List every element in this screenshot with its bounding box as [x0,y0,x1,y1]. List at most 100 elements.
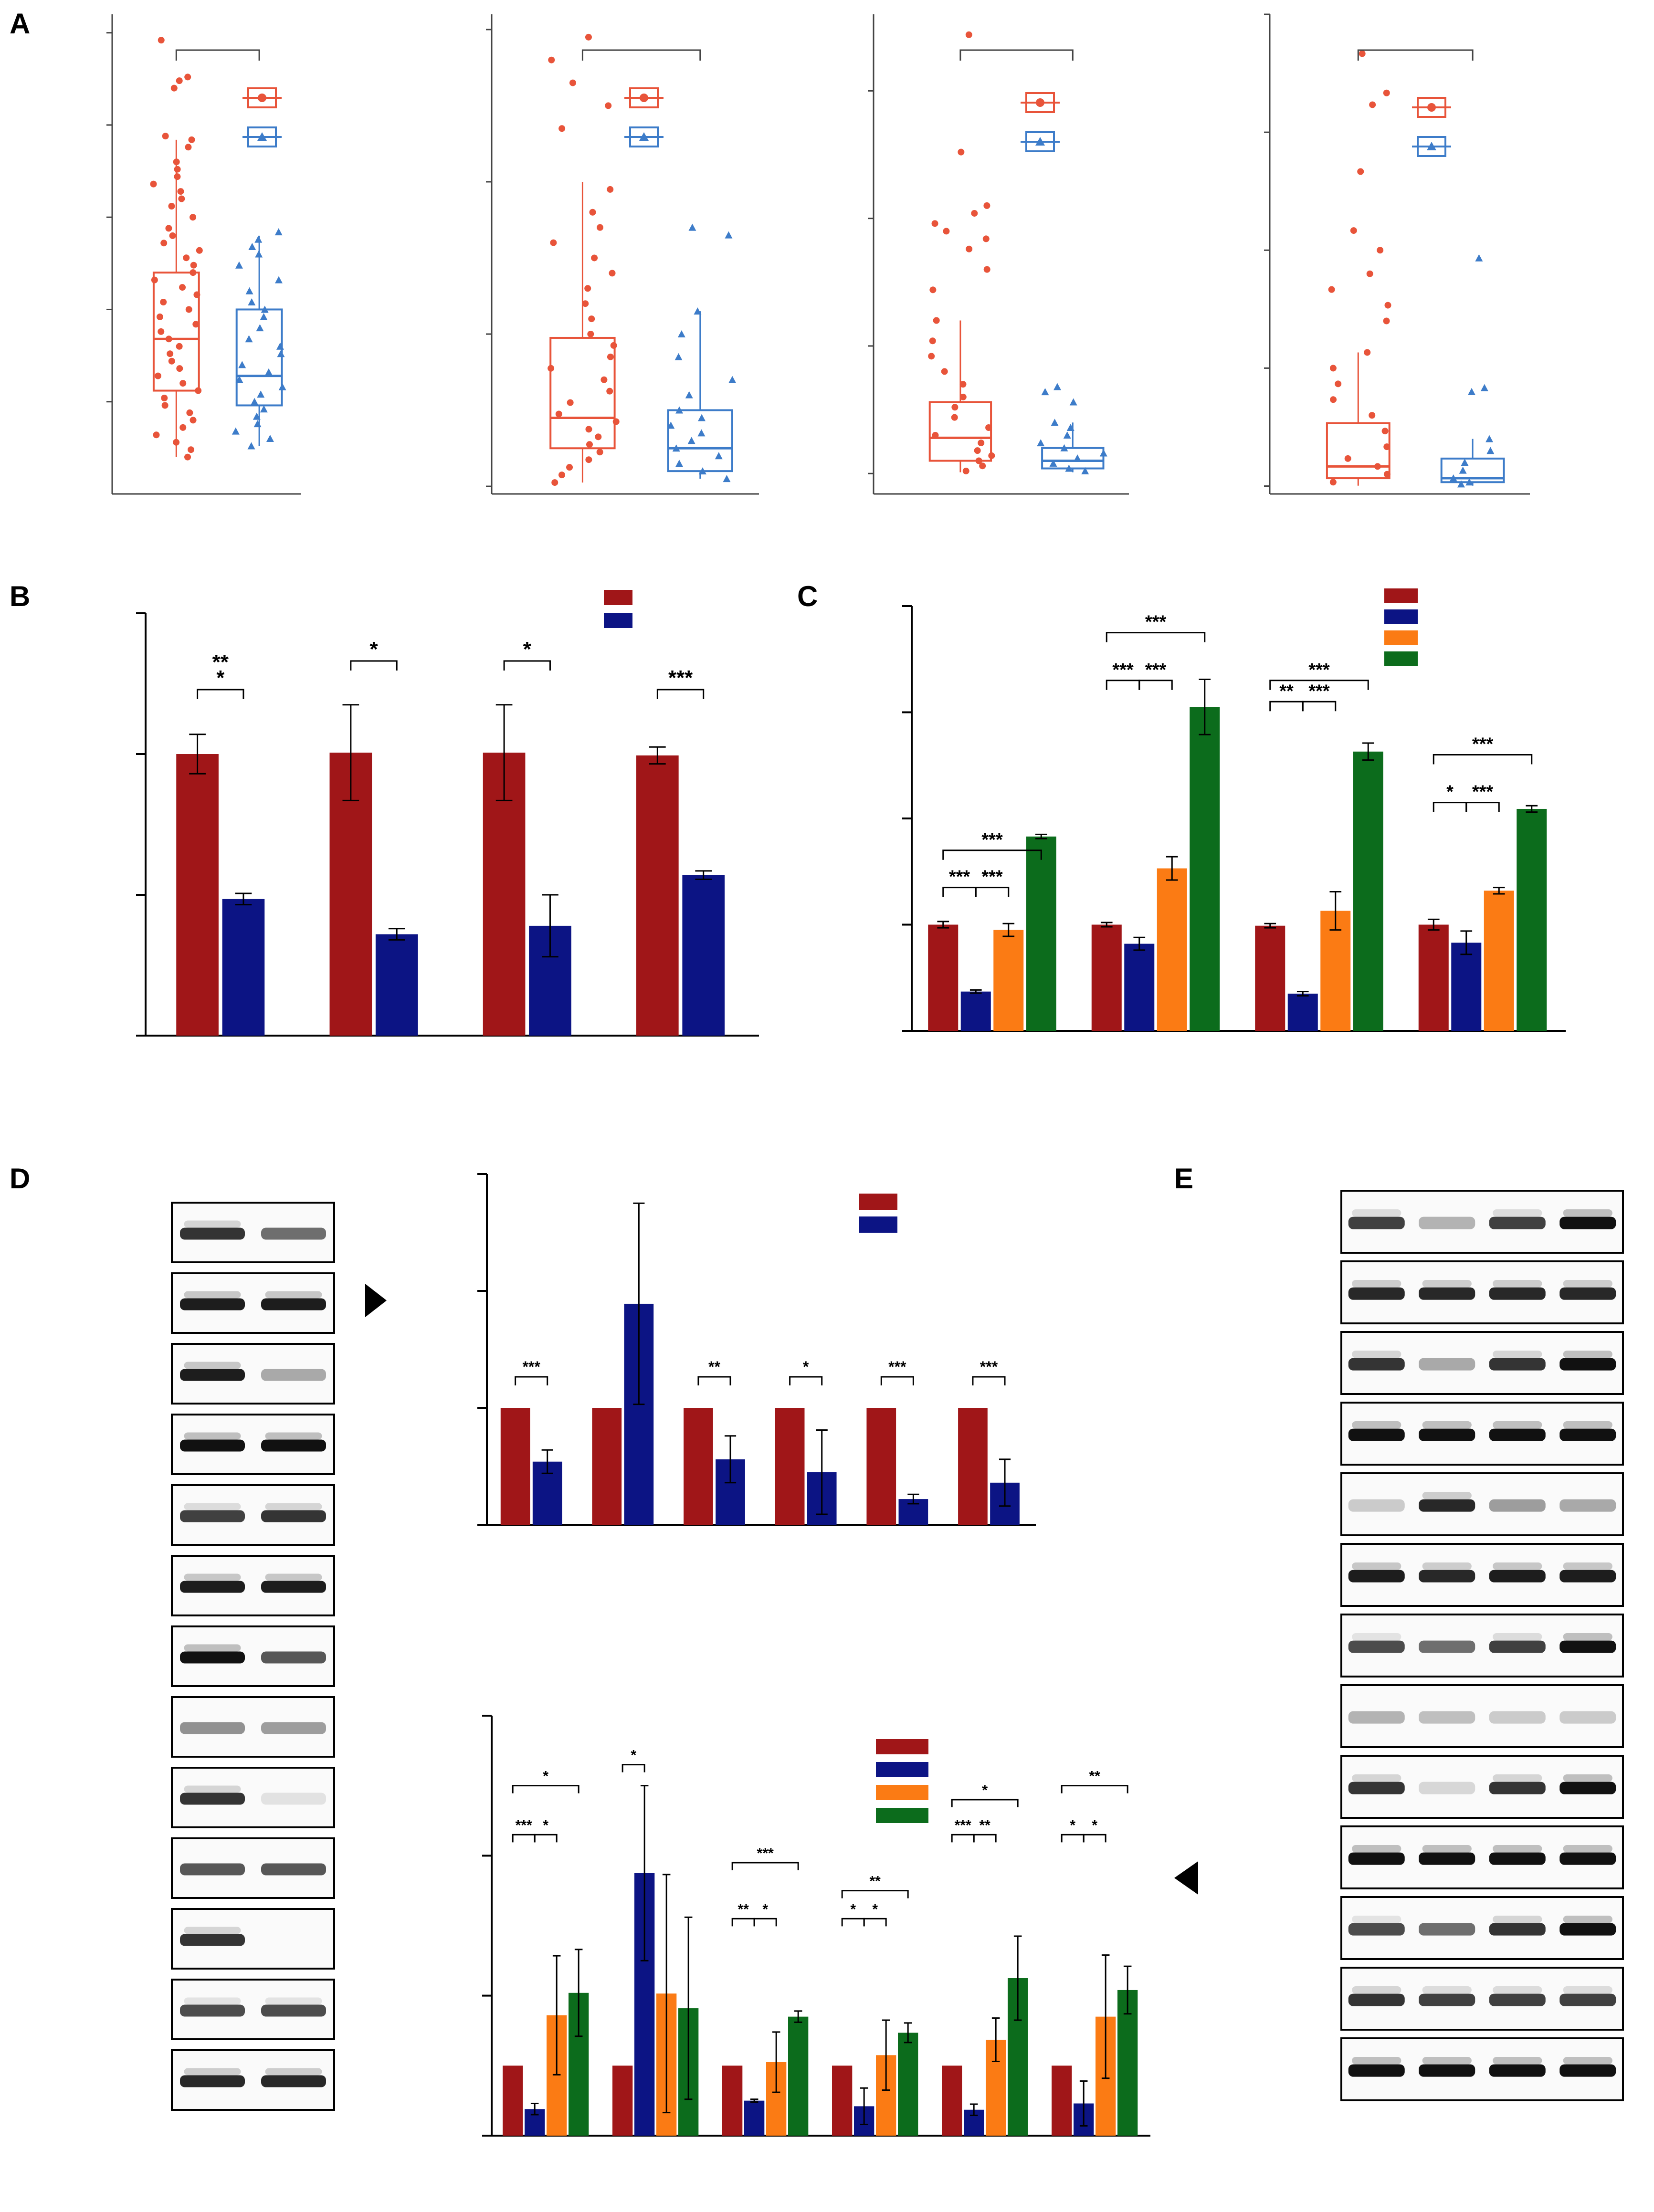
box-high [1326,422,1391,480]
blot-band [1348,1570,1405,1583]
significance-bracket [1357,49,1474,61]
data-point [988,452,995,459]
bar-sicontrol [866,1408,896,1525]
data-point [168,203,175,210]
data-point [177,188,184,195]
blot-band [1489,1499,1546,1512]
blot-band [1489,1782,1546,1794]
western-blot-d [171,1202,335,2111]
data-point [723,475,731,482]
bar-chart-sictgf-protein: *** ** * *** *** [477,1173,1036,1526]
data-point [158,328,165,335]
blot-band [1348,1923,1405,1936]
data-point [550,239,557,246]
significance-label: *** [1308,660,1330,680]
data-point [161,402,169,409]
blot-band-shadow [265,2068,322,2076]
legend-swatch [876,1808,928,1823]
blot-band [1348,2064,1405,2077]
data-point [183,254,190,262]
blot-band-shadow [1563,1986,1612,1994]
bar-sictgf [375,934,418,1036]
significance-label: *** [980,1358,998,1375]
blot-band-shadow [1352,1845,1401,1853]
blot-band [1489,1570,1546,1583]
blot-band-shadow [1493,1421,1542,1429]
significance-label: * [523,638,532,661]
blot-band [1489,2064,1546,2077]
blot-band [1489,1428,1546,1441]
significance-bracket [942,849,1042,860]
data-point [983,202,990,209]
data-point [238,361,246,368]
significance-bracket [534,1834,558,1843]
data-point [600,376,608,383]
data-point [928,353,935,360]
blot-band-shadow [184,1362,241,1369]
significance-label: * [543,1769,548,1784]
blot-band [261,1793,326,1805]
data-point [274,228,283,236]
data-point [170,84,178,92]
panel-label-c: C [797,580,818,612]
significance-bracket [1106,632,1206,642]
data-point [588,315,595,323]
blot-band [261,1227,326,1240]
data-point [586,441,593,448]
bar-sicontrol [636,755,679,1036]
bar-sicontrol [958,1408,988,1525]
data-point [274,276,283,283]
blot-band [261,1369,326,1381]
blot-band-shadow [1563,2057,1612,2065]
box-high [549,336,616,450]
blot-band-shadow [1493,1633,1542,1641]
significance-label: * [543,1817,548,1833]
blot-band [180,1651,245,1664]
data-point [697,429,706,437]
blot-band [1559,1358,1616,1371]
data-point [929,286,937,294]
data-point [585,456,592,463]
significance-bracket [951,1834,975,1843]
data-point [932,432,939,439]
bar-control [503,2065,523,2136]
box-low [1440,457,1505,483]
blot-band [180,1793,245,1805]
blot-band [1559,1216,1616,1229]
significance-bracket [1433,802,1467,812]
data-point [1359,50,1366,57]
significance-label: * [631,1748,636,1763]
data-point [672,444,680,452]
blot-band [180,1510,245,1522]
significance-bracket [972,1376,1006,1385]
blot-band-shadow [1493,2057,1542,2065]
data-point [1049,459,1057,467]
blot-band-shadow [1352,1916,1401,1923]
blot-band-shadow [1352,1774,1401,1782]
bar-sictgf [682,875,725,1036]
significance-bracket [942,887,977,897]
legend-swatch [876,1739,928,1754]
blot-band-shadow [1352,1280,1401,1288]
data-point [607,186,614,193]
data-point [255,250,263,258]
blot-band-shadow [1422,1421,1472,1429]
box-chart-mmp1 [1264,13,1530,495]
data-point [179,284,186,291]
blot-band [1489,1852,1546,1865]
data-point [688,223,696,231]
data-point [190,262,197,269]
blot-frame [171,1696,335,1758]
bar-chart-kahweol-protein: *** ***** ***** ****** **** *** [482,1715,1150,2137]
significance-bracket [1138,680,1173,690]
significance-bracket [789,1376,823,1385]
data-point [595,433,602,440]
data-point [245,287,253,294]
significance-bracket [731,1862,799,1870]
blot-band-shadow [1563,1774,1612,1782]
data-point [176,77,183,84]
blot-band [1559,1640,1616,1653]
blot-band [261,1439,326,1452]
data-point [190,269,197,276]
data-point [958,148,965,156]
